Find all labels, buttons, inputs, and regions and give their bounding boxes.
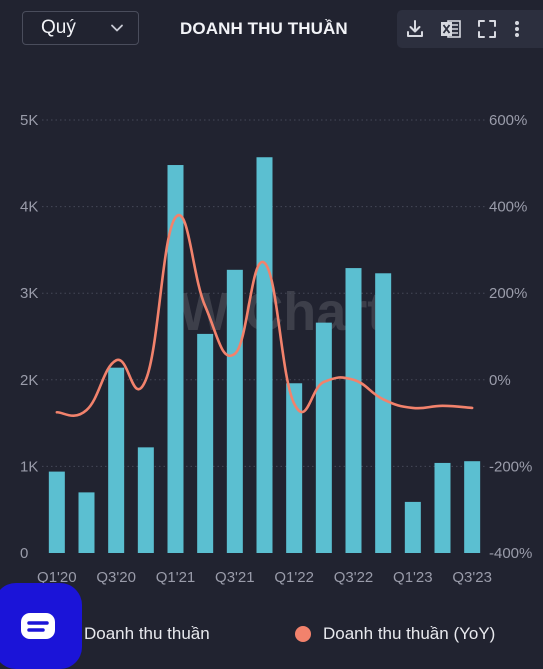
bar [286, 383, 302, 553]
x-tick-label: Q1'22 [274, 569, 314, 586]
chart-area: WiChart 01K2K3K4K5K-400%-200%0%200%400%6… [0, 0, 543, 610]
chat-icon [19, 611, 57, 641]
y-right-tick-label: 0% [489, 372, 511, 389]
y-left-tick-label: 3K [20, 285, 38, 302]
bar [138, 447, 154, 553]
y-left-tick-label: 4K [20, 199, 38, 216]
y-left-tick-label: 0 [20, 545, 28, 562]
y-right-tick-label: -200% [489, 458, 532, 475]
bar [316, 323, 332, 553]
chat-button[interactable] [0, 583, 82, 669]
y-left-tick-label: 1K [20, 458, 38, 475]
y-right-tick-label: 400% [489, 199, 527, 216]
bar [79, 492, 95, 553]
bar [257, 157, 273, 553]
x-tick-label: Q3'22 [334, 569, 374, 586]
legend-item-yoy[interactable]: Doanh thu thuần (YoY) [295, 624, 495, 644]
bar [435, 463, 451, 553]
x-tick-label: Q3'20 [96, 569, 136, 586]
y-right-tick-label: 600% [489, 112, 527, 129]
bar [197, 334, 213, 553]
y-left-tick-label: 5K [20, 112, 38, 129]
bar [464, 461, 480, 553]
bar [405, 502, 421, 553]
bar [375, 273, 391, 553]
x-tick-label: Q1'21 [156, 569, 196, 586]
y-right-tick-label: -400% [489, 545, 532, 562]
y-right-tick-label: 200% [489, 285, 527, 302]
bar [168, 165, 184, 553]
bar [346, 268, 362, 553]
bar [108, 368, 124, 553]
x-tick-label: Q3'21 [215, 569, 255, 586]
legend-label-yoy: Doanh thu thuần (YoY) [323, 624, 495, 644]
bar [227, 270, 243, 553]
legend-swatch-yoy [295, 626, 311, 642]
legend-label-revenue: Doanh thu thuần [84, 624, 210, 644]
x-tick-label: Q3'23 [452, 569, 492, 586]
y-left-tick-label: 2K [20, 372, 38, 389]
bar [49, 472, 65, 553]
x-tick-label: Q1'23 [393, 569, 433, 586]
